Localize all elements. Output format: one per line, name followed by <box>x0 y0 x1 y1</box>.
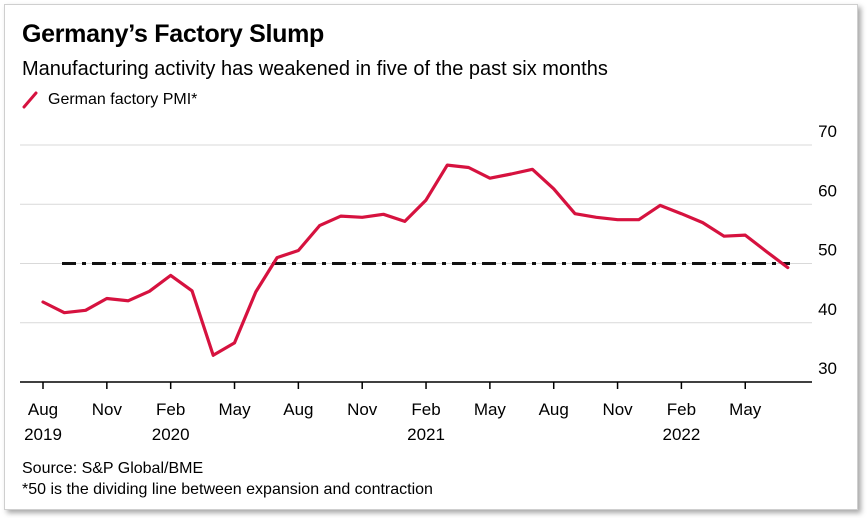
data-point-2020-09 <box>318 224 321 227</box>
x-tick-label-feb-2: Feb <box>156 400 185 419</box>
data-point-2021-02 <box>425 199 428 202</box>
x-year-label-2020: 2020 <box>152 425 190 444</box>
y-tick-label-30: 30 <box>818 359 837 378</box>
chart-subtitle: Manufacturing activity has weakened in f… <box>22 58 608 80</box>
data-point-2021-05 <box>488 177 491 180</box>
data-point-2020-11 <box>361 216 364 219</box>
y-tick-label-70: 70 <box>818 122 837 141</box>
x-tick-label-aug-8: Aug <box>539 400 569 419</box>
data-point-2020-04 <box>212 354 215 357</box>
data-point-2021-06 <box>510 173 513 176</box>
data-point-2021-10 <box>595 216 598 219</box>
data-point-2021-04 <box>467 166 470 169</box>
data-point-2020-02 <box>169 274 172 277</box>
data-point-2019-08 <box>42 301 45 304</box>
data-point-2021-03 <box>446 164 449 167</box>
data-point-2020-01 <box>148 290 151 293</box>
legend-label: German factory PMI* <box>48 91 198 108</box>
data-point-2019-10 <box>84 309 87 312</box>
data-point-2020-06 <box>254 290 257 293</box>
data-point-2020-08 <box>297 249 300 252</box>
y-tick-label-50: 50 <box>818 241 837 260</box>
data-point-2021-07 <box>531 168 534 171</box>
data-point-2022-03 <box>701 221 704 224</box>
x-tick-label-may-7: May <box>474 400 507 419</box>
data-point-2022-06 <box>765 250 768 253</box>
x-tick-label-may-11: May <box>729 400 762 419</box>
data-point-2020-10 <box>339 215 342 218</box>
data-point-2020-12 <box>382 213 385 216</box>
data-point-2021-01 <box>403 220 406 223</box>
x-year-label-2019: 2019 <box>24 425 62 444</box>
data-point-2021-09 <box>574 212 577 215</box>
x-tick-label-aug-0: Aug <box>28 400 58 419</box>
data-point-2019-09 <box>63 311 66 314</box>
y-tick-label-60: 60 <box>818 181 837 200</box>
x-tick-label-feb-6: Feb <box>411 400 440 419</box>
x-tick-label-aug-4: Aug <box>283 400 313 419</box>
x-tick-label-nov-1: Nov <box>92 400 123 419</box>
data-point-2020-05 <box>233 341 236 344</box>
data-point-2022-02 <box>680 212 683 215</box>
x-year-label-2021: 2021 <box>407 425 445 444</box>
data-point-2020-07 <box>276 256 279 259</box>
data-point-2021-11 <box>616 218 619 221</box>
data-point-2022-04 <box>723 235 726 238</box>
x-tick-label-nov-5: Nov <box>347 400 378 419</box>
data-point-2019-12 <box>127 299 130 302</box>
x-tick-label-may-3: May <box>218 400 251 419</box>
x-year-label-2022: 2022 <box>662 425 700 444</box>
y-tick-label-40: 40 <box>818 300 837 319</box>
legend: German factory PMI* <box>22 91 197 109</box>
series-line-german-pmi <box>41 163 790 357</box>
data-point-2021-12 <box>637 218 640 221</box>
legend-line-icon <box>22 91 38 109</box>
data-point-2022-01 <box>659 204 662 207</box>
data-point-2022-05 <box>744 234 747 237</box>
footnote: *50 is the dividing line between expansi… <box>22 481 433 498</box>
data-point-2022-07 <box>786 266 789 269</box>
data-point-2020-03 <box>191 289 194 292</box>
data-point-2019-11 <box>105 297 108 300</box>
data-point-2021-08 <box>552 187 555 190</box>
chart-title: Germany’s Factory Slump <box>22 20 324 48</box>
source-note: Source: S&P Global/BME <box>22 460 204 477</box>
x-tick-label-nov-9: Nov <box>602 400 633 419</box>
chart-frame <box>4 4 858 510</box>
x-tick-label-feb-10: Feb <box>667 400 696 419</box>
